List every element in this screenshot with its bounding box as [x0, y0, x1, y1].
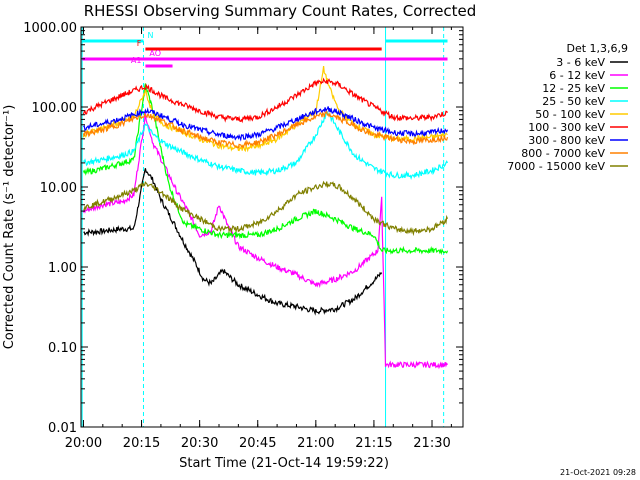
series-line-1 — [83, 168, 383, 316]
y-tick-label-2: 0.10 — [48, 341, 77, 356]
legend-label-8: 800 - 7000 keV — [521, 147, 605, 160]
footer-timestamp: 21-Oct-2021 09:28 — [560, 468, 636, 477]
flag-label-2: F — [137, 39, 142, 48]
x-tick-label-3: 20:30 — [181, 436, 218, 451]
plot-area: NF AO A1 — [81, 27, 449, 427]
flag-label-4: A1 — [131, 56, 142, 65]
x-tick-label-4: 20:45 — [239, 436, 276, 451]
y-axis-label: Corrected Count Rate (s⁻¹ detector⁻¹) — [2, 105, 17, 350]
x-axis-label: Start Time (21-Oct-14 19:59:22) — [179, 456, 389, 471]
x-tick-label-7: 21:30 — [413, 436, 450, 451]
y-tick-label-3: 1.00 — [48, 261, 77, 276]
x-tick-label-1: 20:00 — [65, 436, 102, 451]
flag-label-3: AO — [149, 49, 161, 58]
legend-label-9: 7000 - 15000 keV — [507, 160, 605, 173]
y-tick-label-4: 10.00 — [40, 181, 77, 196]
axes: 20:00 20:15 20:30 20:45 21:00 21:15 21:30 0.01 0… — [23, 21, 464, 451]
legend-label-1: 3 - 6 keV — [556, 56, 605, 69]
legend-label-5: 50 - 100 keV — [535, 108, 605, 121]
series-line-8 — [82, 110, 449, 149]
series-line-9 — [83, 180, 449, 237]
x-tick-label-5: 21:00 — [297, 436, 334, 451]
legend-label-3: 12 - 25 keV — [542, 82, 605, 95]
x-tick-label-2: 20:15 — [123, 436, 160, 451]
legend-label-4: 25 - 50 keV — [542, 95, 605, 108]
legend-label-6: 100 - 300 keV — [528, 121, 605, 134]
chart-title: RHESSI Observing Summary Count Rates, Co… — [84, 2, 477, 20]
flag-label-1: N — [147, 31, 153, 40]
series-line-4 — [83, 111, 449, 180]
y-tick-label-1: 0.01 — [48, 421, 77, 436]
legend-label-2: 6 - 12 keV — [549, 69, 605, 82]
y-tick-label-5: 100.00 — [32, 101, 78, 116]
y-tick-label-6: 1000.00 — [23, 21, 77, 36]
plot-frame — [80, 26, 464, 428]
series-line-6 — [82, 77, 448, 124]
series-line-7 — [83, 106, 449, 142]
legend-title: Det 1,3,6,9 — [566, 42, 628, 55]
x-tick-label-6: 21:15 — [355, 436, 392, 451]
legend-label-7: 300 - 800 keV — [528, 134, 605, 147]
series-group — [82, 66, 449, 370]
